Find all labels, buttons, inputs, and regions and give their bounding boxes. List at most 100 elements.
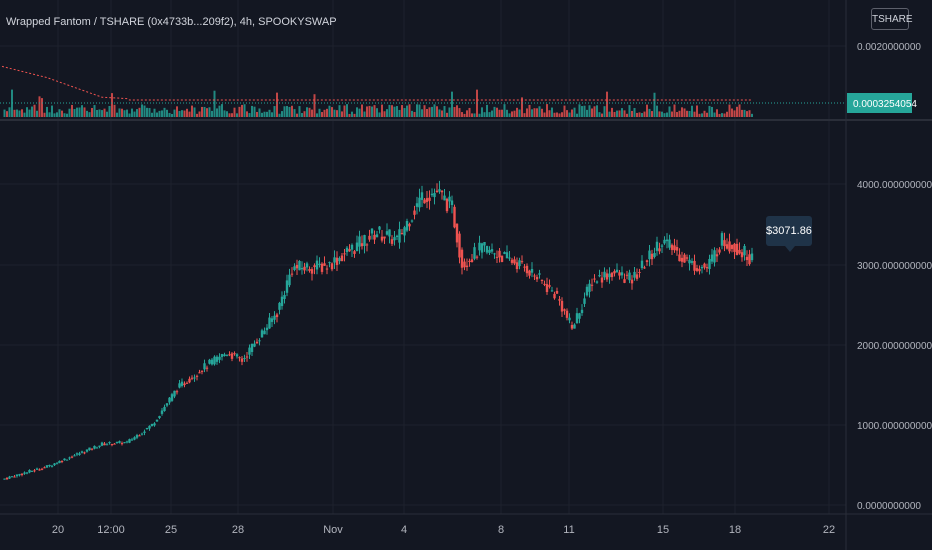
candle-body <box>63 458 66 461</box>
candle-body <box>695 268 699 271</box>
candle-body <box>260 330 264 338</box>
volume-bar <box>468 107 471 117</box>
candle-body <box>595 281 599 283</box>
candle-body <box>90 448 94 450</box>
volume-bar <box>13 109 16 117</box>
candle-body <box>60 460 64 462</box>
candle-body <box>243 358 246 360</box>
candle-body <box>373 234 376 240</box>
volume-bar <box>158 110 161 117</box>
candle-body <box>725 244 729 249</box>
volume-bar <box>703 110 706 117</box>
volume-bar <box>46 106 48 117</box>
volume-bar <box>533 108 536 117</box>
candle-body <box>700 266 704 269</box>
candle-body <box>690 261 694 263</box>
candle-body <box>168 397 171 403</box>
candle-body <box>688 259 691 264</box>
candle-body <box>130 439 134 441</box>
volume-bar <box>618 110 621 117</box>
volume-bar <box>143 105 146 117</box>
volume-bar <box>736 106 738 117</box>
candle-body <box>328 262 331 264</box>
volume-bar <box>458 108 461 117</box>
volume-bar <box>18 110 21 117</box>
candle-body <box>213 356 216 365</box>
volume-bar <box>568 112 571 117</box>
volume-bar <box>666 112 668 117</box>
volume-bar <box>206 108 208 117</box>
volume-bar <box>163 107 166 117</box>
volume-bar <box>698 113 701 117</box>
candle-body <box>283 294 286 299</box>
candle-body <box>508 257 511 259</box>
top-pane <box>1 65 753 117</box>
volume-bar <box>173 109 176 117</box>
price-axis[interactable]: 0.0020000000 4000.0000000000 3000.000000… <box>857 42 932 512</box>
candle-body <box>203 363 206 370</box>
candle-body <box>720 233 724 246</box>
volume-bar <box>8 107 11 117</box>
candle-body <box>505 252 509 259</box>
volume-bar <box>548 110 551 117</box>
candle-body <box>333 257 336 263</box>
chart-title: Wrapped Fantom / TSHARE (0x4733b...209f2… <box>6 16 337 28</box>
volume-bar <box>228 113 231 117</box>
candle-body <box>403 227 406 236</box>
volume-bar <box>23 112 26 117</box>
volume-bar <box>381 104 383 117</box>
candle-body <box>468 260 471 262</box>
volume-bar <box>166 109 168 117</box>
volume-bar <box>451 91 453 117</box>
volume-bar <box>566 110 568 117</box>
volume-bar <box>253 106 256 117</box>
volume-bar <box>726 111 728 117</box>
candle-body <box>398 229 401 243</box>
volume-bar <box>293 109 296 117</box>
volume-bar <box>248 113 251 117</box>
volume-bar <box>623 110 626 117</box>
candle-body <box>383 236 386 239</box>
volume-bar <box>403 108 406 117</box>
volume-bar <box>63 113 66 117</box>
volume-bar <box>553 112 556 117</box>
volume-bar <box>266 111 268 117</box>
volume-bar <box>361 104 363 117</box>
volume-bar <box>226 111 228 117</box>
candle-body <box>660 245 664 247</box>
candle-body <box>348 249 351 252</box>
candle-body <box>143 431 146 433</box>
volume-bar <box>571 109 573 117</box>
last-value-badge: 0.0003254054 <box>847 93 917 113</box>
candle-body <box>298 260 301 271</box>
volume-bar <box>106 111 108 117</box>
candle-body <box>525 265 529 274</box>
candle-body <box>195 375 199 377</box>
time-label-1200: 12:00 <box>97 524 125 536</box>
candle-body <box>55 463 59 465</box>
volume-bar <box>66 113 68 117</box>
volume-bar <box>611 107 613 117</box>
candle-body <box>745 256 749 261</box>
volume-bar <box>706 112 708 117</box>
volume-bar <box>453 107 456 117</box>
candle-body <box>458 233 461 258</box>
candle-body <box>5 477 9 480</box>
candle-body <box>523 266 526 268</box>
candle-body <box>573 324 576 329</box>
symbol-button[interactable]: TSHARE <box>871 8 913 30</box>
time-label-4: 4 <box>401 524 407 536</box>
candle-body <box>48 464 51 466</box>
volume-bar <box>16 109 18 117</box>
candle-body <box>233 353 236 355</box>
candle-body <box>150 423 154 427</box>
candle-body <box>678 254 681 262</box>
volume-bar <box>308 107 311 117</box>
volume-bar <box>288 106 291 117</box>
time-axis[interactable]: 20 12:00 25 28 Nov 4 8 11 15 18 22 <box>52 524 835 536</box>
candle-body <box>330 263 334 270</box>
candle-body <box>45 465 49 468</box>
candle-body <box>433 192 436 198</box>
volume-bar <box>238 106 241 117</box>
